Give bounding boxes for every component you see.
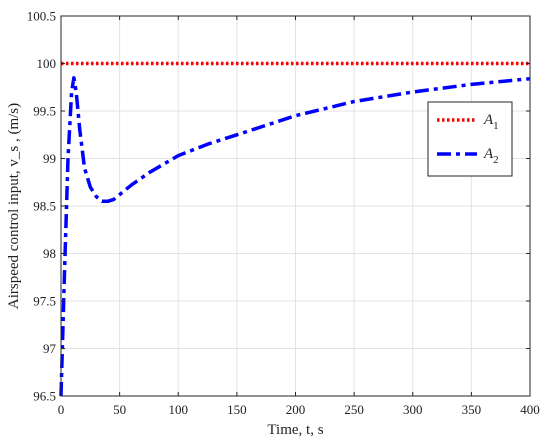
y-tick-label: 99 (43, 151, 56, 166)
ticks: 0 50 100 150 200 250 300 350 400 96.5 97 97.5 98 98.5… (27, 9, 540, 418)
x-tick-label: 100 (169, 402, 189, 417)
legend-label-a1: A1 (483, 112, 499, 132)
y-tick-label: 98.5 (33, 199, 56, 214)
x-tick-label: 200 (286, 402, 306, 417)
x-tick-label: 50 (113, 402, 126, 417)
legend: A1 A2 (427, 101, 513, 177)
x-tick-label: 0 (58, 402, 65, 417)
x-tick-label: 350 (462, 402, 482, 417)
y-tick-label: 96.5 (33, 389, 56, 404)
y-axis-title: Airspeed control input, v_s , (m/s) (6, 103, 22, 309)
y-tick-label: 98 (43, 246, 56, 261)
x-tick-label: 300 (403, 402, 423, 417)
y-tick-label: 100.5 (27, 9, 56, 24)
y-axis-title-text: Airspeed control input, v_s , (m/s) (6, 103, 22, 309)
legend-box (427, 101, 513, 177)
x-tick-label: 150 (227, 402, 247, 417)
x-axis-title-text: Time, t, s (267, 422, 323, 438)
legend-label-a2: A2 (483, 146, 499, 166)
y-tick-label: 100 (37, 56, 57, 71)
series-layer (59, 61, 531, 397)
x-tick-label: 400 (520, 402, 540, 417)
y-tick-label: 97 (43, 341, 57, 356)
series-line-a2 (59, 76, 531, 397)
y-tick-label: 99.5 (33, 104, 56, 119)
x-tick-label: 250 (344, 402, 364, 417)
x-axis-title: Time, t, s (267, 422, 323, 438)
y-tick-label: 97.5 (33, 294, 56, 309)
